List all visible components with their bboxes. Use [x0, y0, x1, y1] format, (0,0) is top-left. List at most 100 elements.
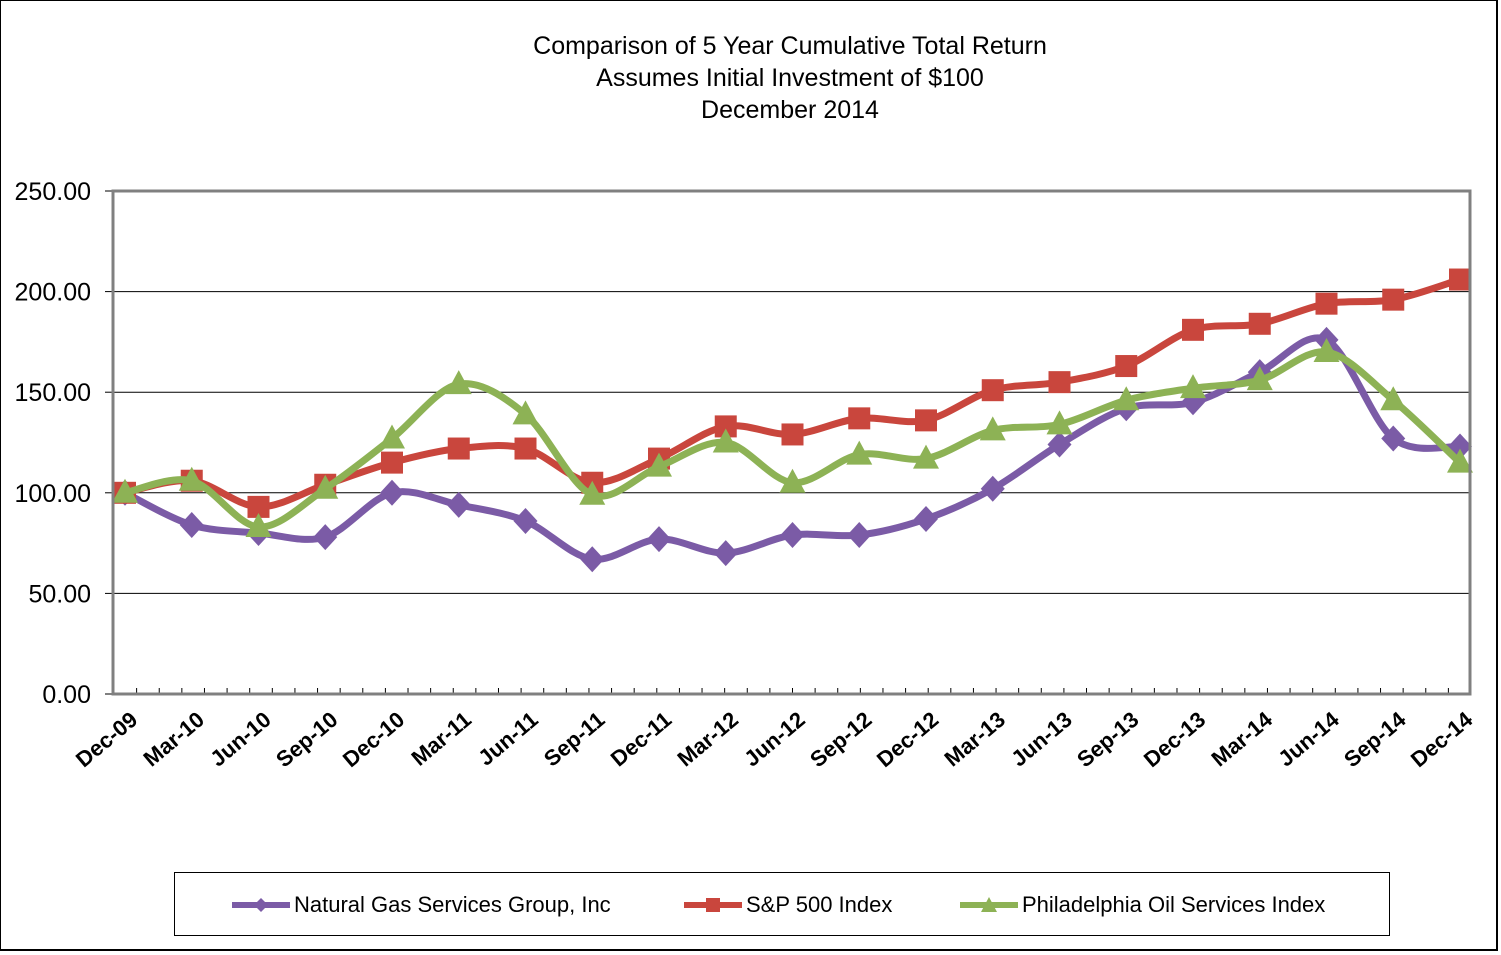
- data-point-triangle: [1313, 337, 1340, 362]
- data-point-diamond: [580, 546, 605, 573]
- data-point-diamond: [780, 522, 805, 549]
- x-tick-label: Mar-12: [673, 707, 743, 772]
- data-point-square: [1382, 288, 1405, 311]
- gridlines: [113, 291, 1470, 594]
- data-point-triangle: [712, 428, 739, 453]
- data-point-diamond: [313, 524, 338, 551]
- data-point-diamond: [647, 526, 671, 553]
- x-tick-label: Jun-12: [739, 707, 809, 772]
- data-point-triangle: [178, 466, 205, 491]
- series-layer: [112, 268, 1473, 573]
- x-tick-label: Jun-14: [1273, 706, 1344, 771]
- y-axis: 0.00 50.00 100.00 150.00 200.00 250.00: [15, 178, 113, 709]
- data-point-triangle: [1046, 410, 1073, 435]
- data-point-square: [981, 379, 1004, 402]
- data-point-triangle: [312, 474, 339, 499]
- x-tick-label: Mar-11: [406, 707, 475, 771]
- legend-item-ngs: Natural Gas Services Group, Inc: [230, 891, 611, 919]
- data-point-triangle: [112, 478, 138, 503]
- data-point-diamond: [980, 475, 1005, 502]
- data-point-square: [1449, 268, 1471, 291]
- x-tick-label: Sep-13: [1072, 707, 1143, 773]
- data-point-square: [781, 423, 804, 446]
- legend-swatch-diamond-icon: [232, 898, 290, 912]
- data-point-square: [514, 437, 537, 460]
- series-2: [112, 337, 1473, 538]
- data-point-triangle: [1447, 448, 1473, 473]
- legend-label: Philadelphia Oil Services Index: [1022, 892, 1326, 917]
- data-point-triangle: [512, 400, 539, 425]
- data-point-triangle: [445, 370, 472, 395]
- data-point-triangle: [846, 440, 873, 465]
- data-point-square: [1048, 371, 1071, 394]
- x-tick-label: Dec-09: [71, 707, 142, 773]
- y-tick-label: 50.00: [28, 580, 91, 608]
- data-point-diamond: [914, 505, 938, 532]
- data-point-square: [915, 409, 937, 432]
- y-tick-label: 250.00: [15, 178, 91, 206]
- chart-title: Comparison of 5 Year Cumulative Total Re…: [533, 32, 1047, 60]
- data-point-triangle: [646, 452, 672, 477]
- data-point-square: [1248, 312, 1271, 335]
- legend-label: S&P 500 Index: [746, 892, 893, 917]
- y-tick-label: 0.00: [42, 681, 91, 709]
- data-point-triangle: [379, 424, 405, 449]
- chart-subtitle-1: Assumes Initial Investment of $100: [596, 64, 984, 92]
- x-tick-label: Sep-14: [1339, 706, 1411, 772]
- data-point-diamond: [713, 540, 738, 567]
- data-point-square: [1182, 318, 1204, 341]
- x-axis: Dec-09Mar-10Jun-10Sep-10Dec-10Mar-11Jun-…: [71, 688, 1478, 772]
- x-tick-label: Mar-13: [940, 707, 1010, 772]
- legend-swatch-triangle-icon: [960, 897, 1018, 912]
- legend-item-sp500: S&P 500 Index: [682, 891, 892, 919]
- legend: Natural Gas Services Group, Inc S&P 500 …: [174, 872, 1390, 936]
- data-point-diamond: [380, 479, 404, 506]
- data-point-square: [1115, 355, 1138, 378]
- x-tick-label: Mar-10: [139, 707, 209, 772]
- data-point-diamond: [1381, 425, 1406, 452]
- x-tick-label: Dec-11: [606, 707, 676, 772]
- data-point-triangle: [779, 468, 806, 493]
- legend-item-osx: Philadelphia Oil Services Index: [958, 891, 1325, 919]
- x-tick-label: Mar-14: [1207, 706, 1278, 771]
- x-tick-label: Sep-12: [805, 707, 876, 773]
- data-point-triangle: [579, 480, 606, 505]
- chart-subtitle-2: December 2014: [701, 96, 879, 124]
- data-point-triangle: [913, 444, 939, 469]
- x-tick-label: Jun-10: [205, 707, 275, 772]
- x-tick-label: Jun-13: [1006, 707, 1076, 772]
- line-chart: 0.00 50.00 100.00 150.00 200.00 250.00 Dec-09…: [15, 178, 1478, 772]
- x-tick-label: Dec-12: [872, 707, 943, 773]
- data-point-square: [381, 451, 403, 474]
- data-point-square: [848, 407, 871, 430]
- data-point-diamond: [513, 507, 538, 534]
- plot-area-border: [111, 189, 1472, 696]
- series-0: [113, 326, 1472, 573]
- x-tick-label: Dec-13: [1139, 707, 1210, 773]
- x-tick-label: Jun-11: [473, 707, 542, 771]
- x-tick-label: Dec-14: [1406, 706, 1478, 772]
- legend-label: Natural Gas Services Group, Inc: [294, 892, 611, 917]
- y-tick-label: 200.00: [15, 279, 91, 307]
- x-tick-label: Dec-10: [338, 707, 409, 773]
- data-point-triangle: [245, 513, 272, 538]
- series-line: [124, 348, 1463, 531]
- x-tick-label: Sep-10: [271, 707, 342, 773]
- data-point-triangle: [1113, 386, 1140, 411]
- y-tick-label: 150.00: [15, 379, 91, 407]
- data-point-triangle: [1246, 366, 1273, 391]
- data-point-diamond: [1047, 431, 1072, 458]
- data-point-square: [1315, 292, 1338, 315]
- data-point-triangle: [979, 416, 1006, 441]
- data-point-square: [714, 415, 737, 438]
- y-tick-label: 100.00: [15, 480, 91, 508]
- data-point-triangle: [1180, 374, 1206, 399]
- data-point-diamond: [179, 511, 204, 538]
- data-point-square: [447, 437, 470, 460]
- data-point-diamond: [446, 491, 471, 518]
- legend-swatch-square-icon: [684, 898, 742, 912]
- data-point-square: [247, 495, 270, 518]
- data-point-diamond: [847, 522, 872, 549]
- data-point-triangle: [1380, 386, 1407, 411]
